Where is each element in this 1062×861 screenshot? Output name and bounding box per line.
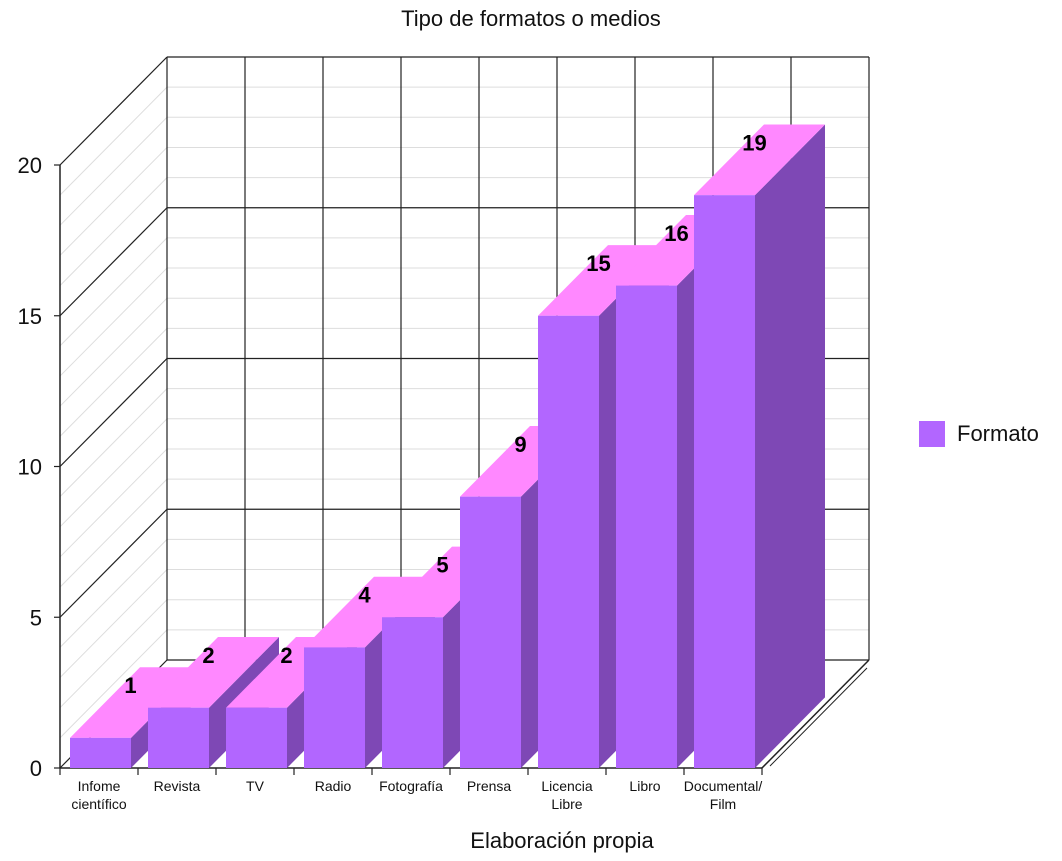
bar-top	[304, 576, 435, 648]
x-tick-label: Licencia	[541, 778, 593, 794]
bar-data-label: 15	[586, 251, 610, 276]
x-tick-label: Prensa	[467, 778, 512, 794]
bar-data-label: 19	[742, 130, 766, 155]
bar-data-label: 2	[280, 643, 292, 668]
bar	[538, 315, 599, 768]
x-tick-label: Radio	[315, 778, 352, 794]
bar	[70, 737, 131, 768]
bar	[226, 707, 287, 768]
legend: Formato	[919, 421, 1039, 447]
bar-top	[694, 124, 825, 196]
x-tick-label: Film	[710, 796, 736, 812]
x-tick-label: Documental/	[684, 778, 763, 794]
bar	[694, 195, 755, 768]
x-tick-label: Infome	[78, 778, 121, 794]
y-tick-label: 0	[30, 756, 42, 781]
bar-data-label: 5	[436, 553, 448, 578]
x-axis-label: Elaboración propia	[470, 828, 654, 853]
x-tick-label: Revista	[154, 778, 201, 794]
bar	[148, 707, 209, 768]
x-tick-label: Fotografía	[379, 778, 443, 794]
bar	[304, 647, 365, 768]
bar-data-label: 16	[664, 221, 688, 246]
y-tick-label: 10	[18, 455, 42, 480]
bar	[460, 496, 521, 768]
y-tick-label: 20	[18, 153, 42, 178]
x-tick-label: TV	[246, 778, 265, 794]
bar-data-label: 2	[202, 643, 214, 668]
y-tick-label: 15	[18, 304, 42, 329]
bar	[382, 617, 443, 768]
x-tick-label: Libro	[629, 778, 660, 794]
bar-top	[538, 245, 669, 316]
bar-side	[755, 124, 825, 769]
chart-title: Tipo de formatos o medios	[401, 6, 661, 31]
bar-top	[70, 667, 201, 738]
legend-swatch	[919, 421, 945, 447]
bar-data-label: 4	[358, 583, 371, 608]
bar-data-label: 1	[124, 673, 136, 698]
y-tick-label: 5	[30, 605, 42, 630]
bar	[616, 285, 677, 768]
bar-top	[148, 637, 279, 708]
bar-data-label: 9	[514, 432, 526, 457]
x-tick-label: científico	[71, 796, 126, 812]
legend-label: Formato	[957, 421, 1039, 446]
x-tick-label: Libre	[551, 796, 582, 812]
